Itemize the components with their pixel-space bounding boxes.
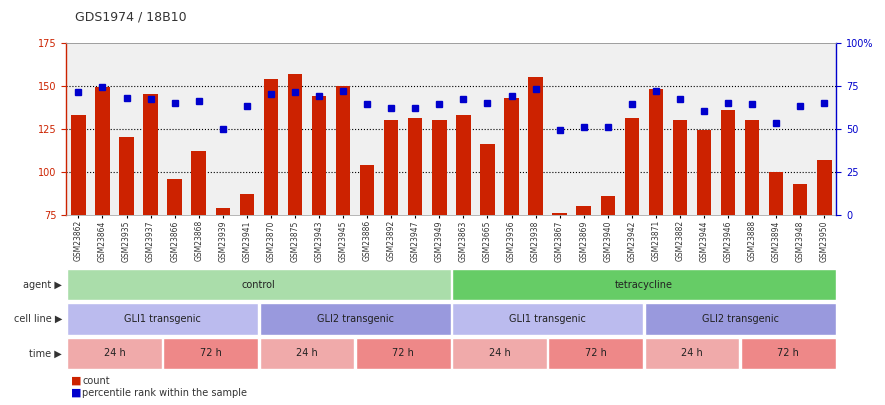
Text: cell line ▶: cell line ▶	[13, 314, 62, 324]
Bar	[576, 206, 591, 215]
Bar	[216, 208, 230, 215]
FancyBboxPatch shape	[164, 337, 258, 369]
Text: GLI2 transgenic: GLI2 transgenic	[702, 314, 779, 324]
Bar	[96, 87, 110, 215]
FancyBboxPatch shape	[356, 337, 450, 369]
Text: 72 h: 72 h	[777, 348, 799, 358]
Text: 24 h: 24 h	[104, 348, 126, 358]
FancyBboxPatch shape	[452, 337, 547, 369]
FancyBboxPatch shape	[452, 269, 835, 301]
Text: 24 h: 24 h	[681, 348, 703, 358]
Bar	[240, 194, 254, 215]
Text: 72 h: 72 h	[200, 348, 221, 358]
Text: GLI1 transgenic: GLI1 transgenic	[124, 314, 201, 324]
Text: GDS1974 / 18B10: GDS1974 / 18B10	[75, 10, 187, 23]
Bar	[312, 96, 327, 215]
Text: GLI1 transgenic: GLI1 transgenic	[509, 314, 586, 324]
Text: control: control	[242, 279, 276, 290]
FancyBboxPatch shape	[549, 337, 643, 369]
Bar	[264, 79, 278, 215]
Text: 72 h: 72 h	[585, 348, 606, 358]
Bar	[625, 118, 639, 215]
FancyBboxPatch shape	[67, 337, 162, 369]
Text: percentile rank within the sample: percentile rank within the sample	[82, 388, 247, 398]
Text: 24 h: 24 h	[489, 348, 511, 358]
Bar	[601, 196, 615, 215]
Bar	[649, 89, 663, 215]
FancyBboxPatch shape	[644, 303, 835, 335]
Bar	[769, 172, 783, 215]
Text: count: count	[82, 376, 110, 386]
Bar	[552, 213, 566, 215]
Text: GLI2 transgenic: GLI2 transgenic	[317, 314, 394, 324]
Bar	[793, 184, 807, 215]
Bar	[745, 120, 759, 215]
FancyBboxPatch shape	[644, 337, 739, 369]
Bar	[191, 151, 206, 215]
Bar	[408, 118, 422, 215]
Text: agent ▶: agent ▶	[23, 279, 62, 290]
FancyBboxPatch shape	[741, 337, 835, 369]
Text: 72 h: 72 h	[392, 348, 414, 358]
Text: 24 h: 24 h	[296, 348, 318, 358]
Text: time ▶: time ▶	[29, 348, 62, 358]
FancyBboxPatch shape	[259, 337, 354, 369]
Bar	[167, 179, 182, 215]
Bar	[384, 120, 398, 215]
Text: ■: ■	[71, 376, 81, 386]
Bar	[528, 77, 543, 215]
FancyBboxPatch shape	[67, 269, 450, 301]
Bar	[360, 165, 374, 215]
Bar	[673, 120, 687, 215]
Bar	[696, 130, 712, 215]
Bar	[504, 98, 519, 215]
FancyBboxPatch shape	[67, 303, 258, 335]
Bar	[817, 160, 832, 215]
Text: ■: ■	[71, 388, 81, 398]
Bar	[335, 85, 350, 215]
Bar	[432, 120, 447, 215]
Bar	[481, 144, 495, 215]
Text: tetracycline: tetracycline	[615, 279, 673, 290]
Bar	[71, 115, 86, 215]
Bar	[456, 115, 471, 215]
Bar	[119, 137, 134, 215]
Bar	[143, 94, 158, 215]
FancyBboxPatch shape	[452, 303, 643, 335]
Bar	[720, 110, 735, 215]
FancyBboxPatch shape	[259, 303, 450, 335]
Bar	[288, 73, 302, 215]
